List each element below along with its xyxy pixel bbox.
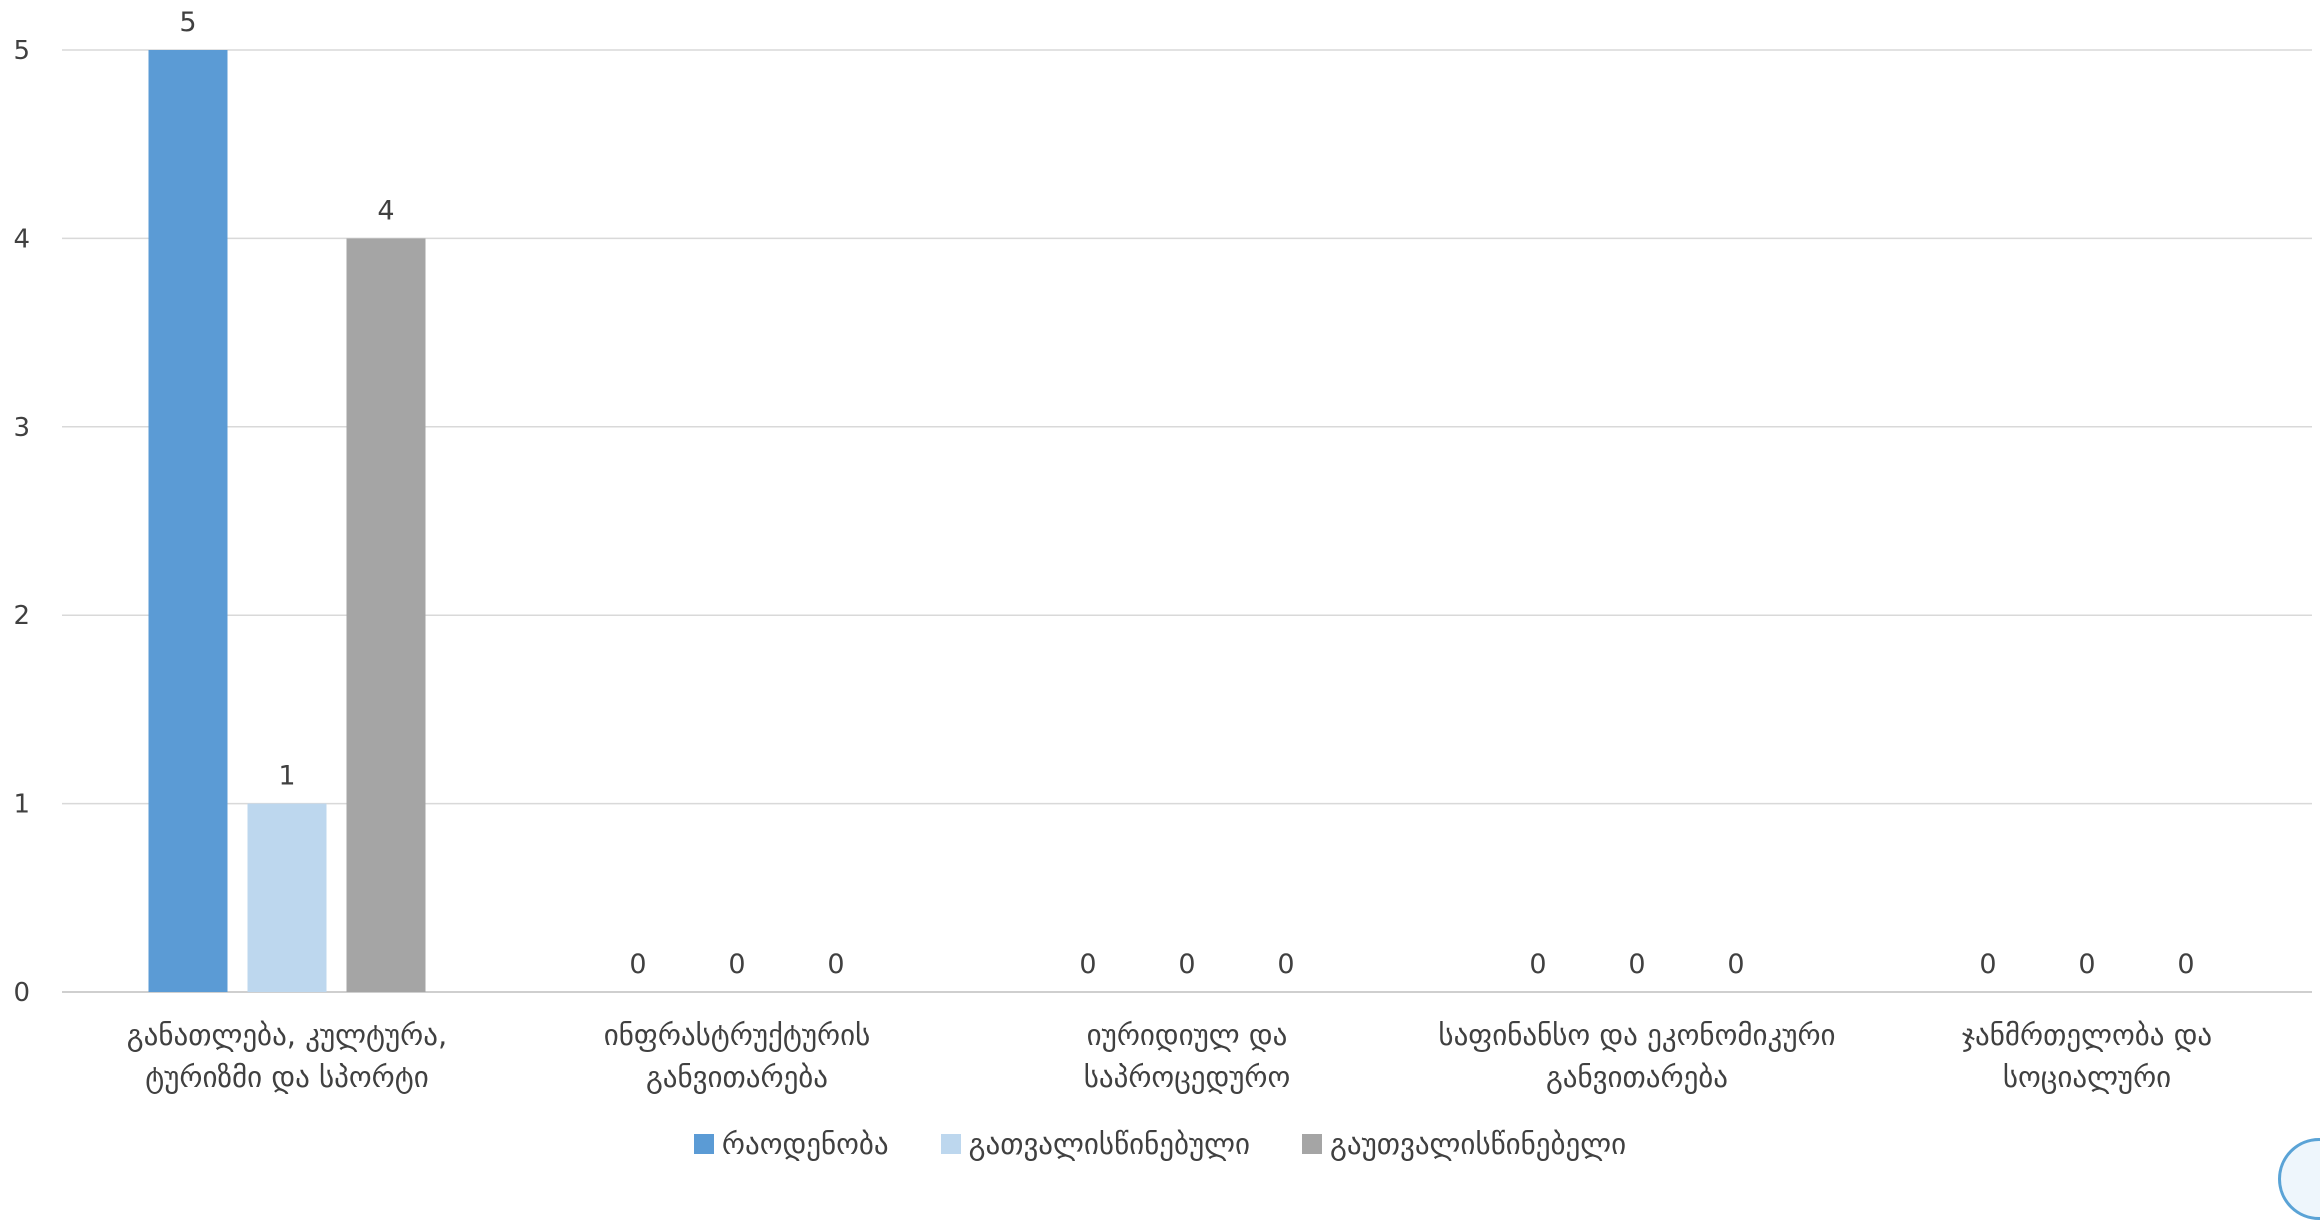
x-tick-label: განვითარება xyxy=(646,1060,828,1094)
data-label: 0 xyxy=(1979,949,1996,980)
x-tick-label: საფინანსო და ეკონომიკური xyxy=(1438,1018,1835,1052)
y-tick-label: 0 xyxy=(13,978,30,1008)
data-label: 4 xyxy=(377,195,394,226)
data-label: 0 xyxy=(1727,949,1744,980)
y-axis-ticks: 0 1 2 3 4 5 xyxy=(13,36,30,1008)
bar xyxy=(247,803,327,992)
legend-label: გათვალისწინებული xyxy=(968,1127,1251,1161)
y-tick-label: 2 xyxy=(13,601,30,631)
legend-item: გაუთვალისწინებელი xyxy=(1302,1127,1626,1161)
data-label: 0 xyxy=(827,949,844,980)
bar xyxy=(346,238,426,992)
legend-label: გაუთვალისწინებელი xyxy=(1330,1127,1627,1161)
data-label: 0 xyxy=(1277,949,1294,980)
data-label: 0 xyxy=(1079,949,1096,980)
x-axis-categories: განათლება, კულტურა, ტურიზმი და სპორტი ინფრ… xyxy=(127,1018,2212,1094)
x-tick-label: ინფრასტრუქტურის xyxy=(604,1018,871,1052)
legend-label: რაოდენობა xyxy=(721,1127,889,1161)
data-label: 0 xyxy=(2177,949,2194,980)
legend-swatch xyxy=(1302,1134,1323,1154)
data-label: 5 xyxy=(179,7,196,38)
bar-chart: 0 1 2 3 4 5 5 1 4 0 0 0 0 0 0 0 0 0 0 0 0 განათლება, კულტურ… xyxy=(13,7,2312,1094)
data-label: 0 xyxy=(728,949,745,980)
data-labels: 5 1 4 0 0 0 0 0 0 0 0 0 0 0 0 xyxy=(179,7,2194,980)
y-tick-label: 5 xyxy=(13,36,30,66)
data-label: 0 xyxy=(2078,949,2095,980)
x-tick-label: განვითარება xyxy=(1546,1060,1728,1094)
legend-item: რაოდენობა xyxy=(693,1127,889,1161)
bar xyxy=(148,50,228,992)
data-label: 0 xyxy=(1178,949,1195,980)
data-label: 1 xyxy=(278,761,295,792)
data-label: 0 xyxy=(1628,949,1645,980)
legend-swatch xyxy=(940,1134,961,1154)
bar-series xyxy=(148,50,426,992)
x-tick-label: ჯანმრთელობა და xyxy=(1962,1018,2212,1052)
legend: რაოდენობა გათვალისწინებული გაუთვალისწინებე… xyxy=(0,1124,2320,1164)
x-tick-label: სოციალური xyxy=(2003,1060,2171,1094)
x-tick-label: იურიდიულ და xyxy=(1087,1018,1288,1052)
y-tick-label: 3 xyxy=(13,413,30,443)
y-tick-label: 4 xyxy=(13,224,30,254)
legend-item: გათვალისწინებული xyxy=(940,1127,1251,1161)
gridlines xyxy=(62,49,2312,993)
data-label: 0 xyxy=(1529,949,1546,980)
y-tick-label: 1 xyxy=(13,790,30,820)
x-tick-label: საპროცედურო xyxy=(1084,1060,1291,1094)
x-tick-label: განათლება, კულტურა, xyxy=(127,1018,447,1052)
data-label: 0 xyxy=(629,949,646,980)
legend-swatch xyxy=(693,1134,714,1154)
x-tick-label: ტურიზმი და სპორტი xyxy=(145,1060,429,1094)
